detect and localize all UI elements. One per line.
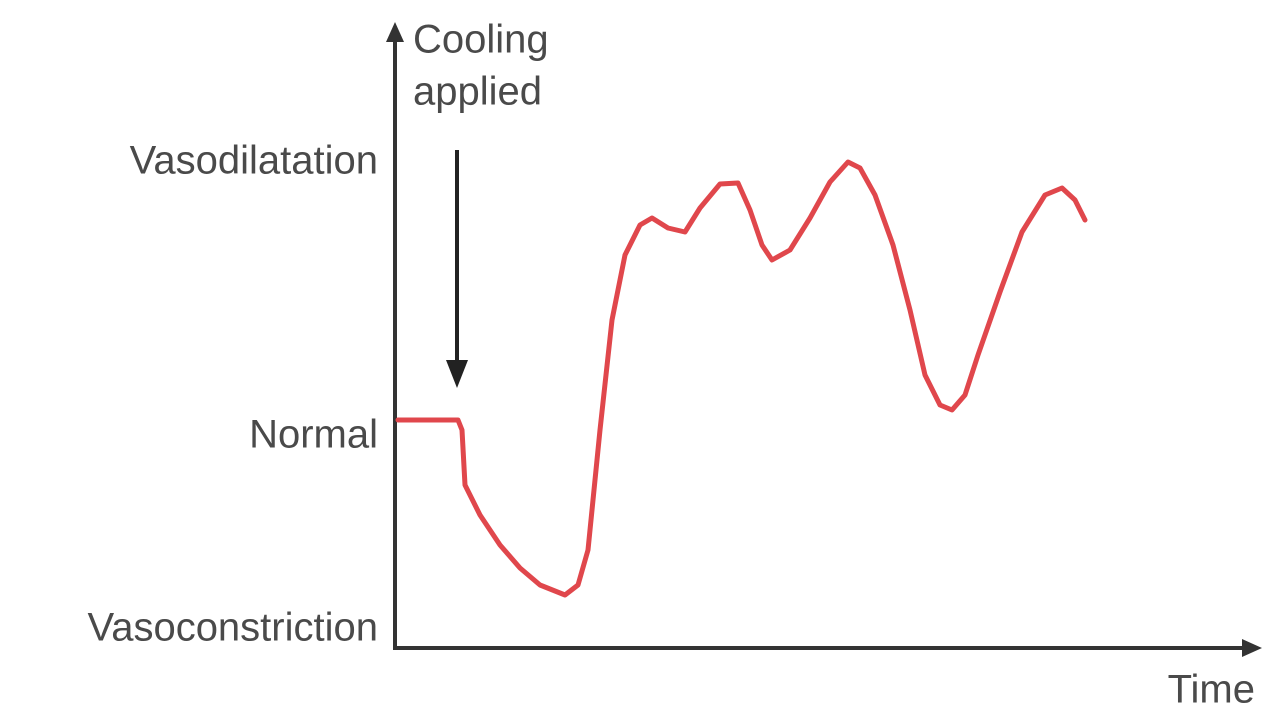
x-axis-arrowhead [1242,639,1262,657]
cooling-arrowhead [446,360,468,388]
annotation-line: Cooling [413,18,549,62]
level-label: Vasoconstriction [87,606,378,650]
annotation-line: applied [413,70,542,114]
response-curve [395,159,1088,598]
level-label: Normal [249,413,378,457]
y-axis-arrowhead [386,22,404,42]
x-axis-label: Time [1168,668,1255,711]
level-label: Vasodilatation [130,139,378,183]
